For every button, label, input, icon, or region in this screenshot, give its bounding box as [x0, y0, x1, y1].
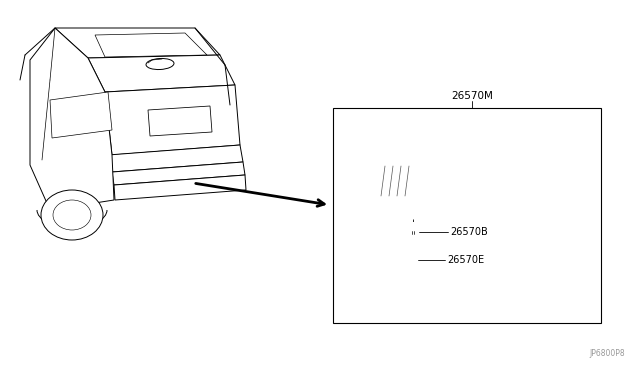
Polygon shape: [50, 92, 112, 138]
Ellipse shape: [41, 190, 103, 240]
Polygon shape: [95, 33, 207, 57]
Polygon shape: [541, 181, 553, 190]
FancyBboxPatch shape: [408, 224, 419, 241]
Text: JP6800P8: JP6800P8: [589, 349, 625, 358]
Polygon shape: [112, 162, 245, 185]
Polygon shape: [363, 146, 548, 213]
Polygon shape: [546, 163, 558, 171]
Text: 26570E: 26570E: [447, 255, 484, 265]
Text: 26570M: 26570M: [451, 91, 493, 101]
Polygon shape: [114, 175, 246, 200]
Polygon shape: [148, 106, 212, 136]
Polygon shape: [30, 28, 114, 210]
Polygon shape: [402, 254, 418, 268]
Polygon shape: [378, 155, 529, 204]
Polygon shape: [416, 249, 423, 266]
Polygon shape: [88, 55, 235, 92]
Text: 26570B: 26570B: [450, 227, 488, 237]
Polygon shape: [108, 145, 243, 172]
Bar: [333, 108, 601, 323]
Ellipse shape: [146, 58, 174, 70]
Circle shape: [367, 189, 374, 196]
Ellipse shape: [53, 200, 91, 230]
Polygon shape: [105, 85, 240, 155]
Bar: [409, 212, 417, 219]
Polygon shape: [402, 249, 421, 256]
Polygon shape: [383, 130, 538, 156]
Polygon shape: [55, 28, 220, 58]
